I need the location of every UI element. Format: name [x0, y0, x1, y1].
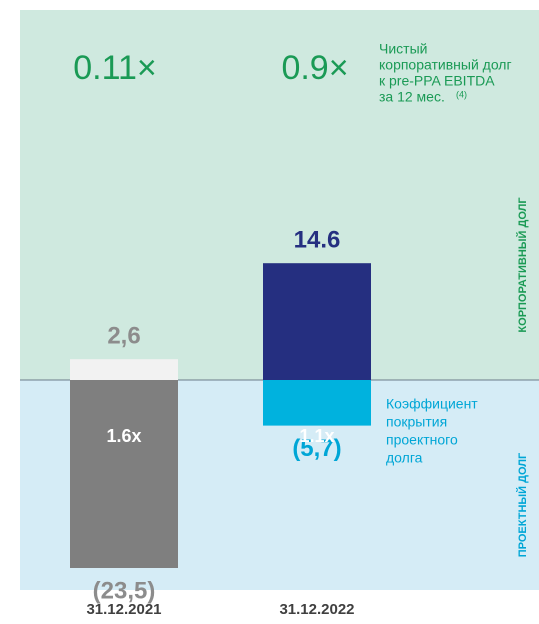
bar — [70, 380, 178, 568]
coverage-note: покрытия — [386, 414, 447, 430]
coverage-note: долга — [386, 450, 423, 466]
coverage-note: Коэффициент — [386, 396, 478, 412]
note-ref: (4) — [456, 89, 467, 99]
coverage-label: 1.6x — [106, 426, 141, 446]
ratio-note: Чистый — [379, 41, 427, 57]
x-tick-label: 31.12.2022 — [279, 601, 354, 618]
ratio-label: 0.11× — [73, 49, 157, 87]
value-label: 14.6 — [294, 227, 341, 254]
bar — [263, 380, 371, 426]
bar — [263, 263, 371, 380]
ratio-note: за 12 мес. — [379, 89, 445, 105]
value-label: (23,5) — [93, 577, 156, 604]
coverage-note: проектного — [386, 432, 458, 448]
series-label: КОРПОРАТИВНЫЙ ДОЛГ — [516, 197, 529, 333]
ratio-note: корпоративный долг — [379, 57, 512, 73]
value-label: (5,7) — [292, 435, 341, 462]
ratio-note: к pre-PPA EBITDA — [379, 73, 495, 89]
coverage-label: 1.1x — [299, 426, 334, 446]
series-label: ПРОЕКТНЫЙ ДОЛГ — [516, 452, 529, 557]
value-label: 2,6 — [107, 323, 140, 350]
x-tick-label: 31.12.2021 — [86, 601, 161, 618]
ratio-label: 0.9× — [281, 49, 348, 87]
bar — [70, 359, 178, 380]
